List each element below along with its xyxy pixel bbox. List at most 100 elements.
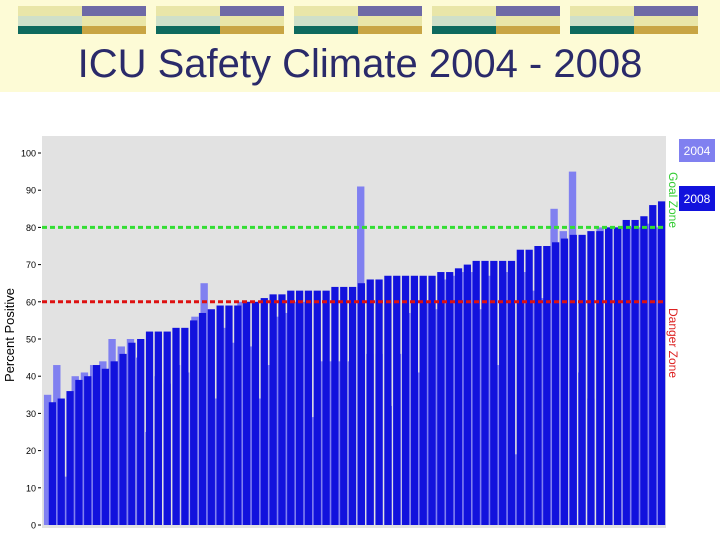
- bar-2008: [348, 286, 357, 525]
- bar-2008: [516, 249, 524, 525]
- bar-2008: [287, 290, 295, 525]
- bar-2008: [340, 286, 348, 525]
- y-tick-label: 80: [26, 223, 36, 233]
- y-tick-label: 40: [26, 372, 36, 382]
- bar-2008: [48, 402, 57, 525]
- bar-2008: [278, 294, 286, 525]
- bar-2004: [62, 476, 70, 525]
- bar-2008: [419, 275, 427, 525]
- bar-2008: [243, 301, 251, 525]
- bar-2008: [384, 275, 392, 525]
- bar-2004: [43, 394, 52, 525]
- slide-title: ICU Safety Climate 2004 - 2008: [77, 42, 643, 86]
- legend-label-2004: 2004: [684, 144, 711, 158]
- bar-2008: [490, 260, 498, 525]
- y-axis: 0 10 20 30 40 50 60 70 80 90 100: [21, 149, 41, 531]
- bar-2008: [375, 279, 383, 525]
- bar-2008: [66, 391, 74, 525]
- legend-swatch-2004: [679, 139, 715, 162]
- bar-2008: [543, 246, 551, 525]
- bar-2008: [75, 379, 83, 525]
- y-tick-label: 100: [21, 149, 36, 159]
- bar-2008: [198, 312, 207, 525]
- bar-2004: [485, 275, 494, 525]
- bar-2008: [304, 290, 313, 525]
- bar-2008: [110, 361, 118, 525]
- bar-2004: [264, 365, 273, 525]
- bar-2008: [463, 264, 471, 525]
- bar-2008: [472, 260, 480, 525]
- series-2008: [48, 201, 666, 526]
- bar-2008: [322, 290, 330, 525]
- y-tick-label: 30: [26, 409, 36, 419]
- bar-2008: [622, 219, 630, 525]
- bar-2008: [534, 246, 542, 525]
- bar-2008: [225, 305, 233, 525]
- bar-2008: [446, 272, 454, 525]
- danger-zone-label: Danger Zone: [666, 308, 680, 378]
- y-tick-label: 60: [26, 297, 36, 307]
- bar-2004: [283, 312, 291, 525]
- bar-2008: [119, 353, 127, 525]
- bar-2008: [613, 227, 622, 525]
- y-tick-label: 20: [26, 446, 36, 456]
- bar-2008: [393, 275, 401, 525]
- bar-2008: [331, 286, 339, 525]
- bar-2004: [255, 398, 264, 525]
- bar-2008: [313, 290, 321, 525]
- bar-2008: [649, 205, 657, 525]
- title-banner: ICU Safety Climate 2004 - 2008: [0, 0, 720, 92]
- bar-2008: [216, 305, 224, 525]
- bar-2008: [560, 238, 569, 525]
- bar-2008: [657, 201, 666, 526]
- y-tick-label: 70: [26, 260, 36, 270]
- bar-2008: [269, 294, 277, 525]
- bar-2008: [587, 231, 595, 525]
- bar-2008: [596, 231, 604, 525]
- y-tick-label: 50: [26, 335, 36, 345]
- bar-2008: [84, 376, 92, 525]
- bar-2008: [507, 260, 516, 525]
- bar-2004: [274, 316, 282, 525]
- bar-2008: [481, 260, 489, 525]
- bar-2008: [578, 234, 586, 525]
- bar-2008: [640, 216, 648, 526]
- bar-2008: [128, 342, 136, 525]
- bar-2008: [260, 298, 268, 525]
- bar-2008: [234, 305, 242, 525]
- goal-zone-label: Goal Zone: [666, 172, 680, 228]
- bar-2004: [495, 365, 503, 525]
- bar-2008: [401, 275, 410, 525]
- bar-2008: [552, 242, 560, 525]
- bar-2008: [525, 249, 533, 525]
- bar-2008: [57, 398, 65, 525]
- legend: 2004 2008: [679, 139, 715, 211]
- bar-2008: [145, 331, 154, 525]
- bar-2008: [92, 365, 101, 525]
- y-tick-label: 90: [26, 186, 36, 196]
- bar-2008: [569, 234, 577, 525]
- bar-2008: [499, 260, 507, 525]
- bar-2008: [366, 279, 374, 525]
- bar-2008: [137, 339, 145, 525]
- legend-swatch-2008: [679, 186, 715, 211]
- bar-2008: [357, 283, 366, 525]
- bar-2004: [467, 272, 475, 525]
- bar-2008: [101, 368, 110, 525]
- bar-2008: [631, 219, 639, 525]
- bar-2008: [437, 272, 445, 525]
- bar-2008: [454, 268, 463, 525]
- bar-2008: [295, 290, 304, 525]
- y-axis-label: Percent Positive: [2, 288, 17, 382]
- bar-2008: [172, 327, 180, 525]
- y-tick-label: 10: [26, 483, 36, 493]
- bar-2008: [251, 301, 260, 525]
- decor-tile: [294, 6, 422, 34]
- bar-2004: [71, 376, 79, 525]
- decor-tile: [432, 6, 560, 34]
- bar-2008: [190, 320, 198, 525]
- bar-2008: [154, 331, 162, 525]
- bar-2008: [410, 275, 419, 525]
- bar-2004: [53, 365, 61, 525]
- bar-2004: [476, 309, 485, 525]
